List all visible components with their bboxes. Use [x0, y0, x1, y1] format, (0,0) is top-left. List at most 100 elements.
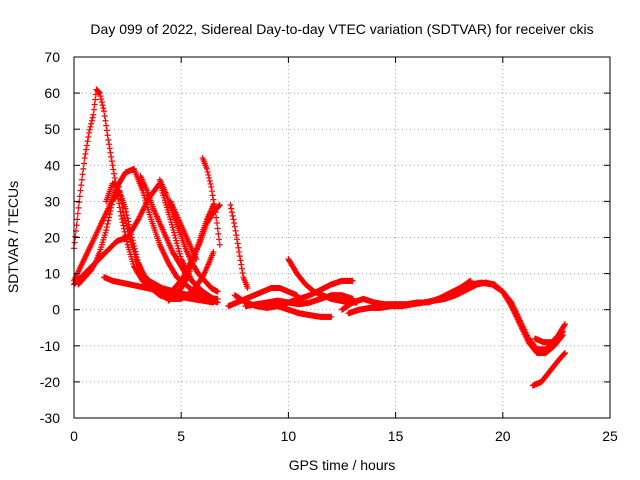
data-point	[116, 188, 123, 195]
data-point	[349, 277, 356, 284]
data-point	[79, 171, 86, 178]
data-point	[175, 245, 182, 252]
data-point	[213, 220, 220, 227]
data-point	[125, 228, 132, 235]
data-point	[82, 150, 89, 157]
data-point	[561, 350, 568, 357]
data-point	[78, 182, 85, 189]
data-point	[239, 269, 246, 276]
x-tick-label: 25	[602, 428, 618, 444]
data-point	[105, 217, 112, 224]
data-point	[211, 200, 218, 207]
data-point	[116, 183, 123, 190]
data-point	[214, 225, 221, 232]
data-point	[561, 321, 568, 328]
data-point	[122, 217, 129, 224]
data-point	[106, 145, 113, 152]
data-point	[207, 180, 214, 187]
data-point	[103, 227, 110, 234]
data-point	[74, 216, 81, 223]
data-point	[214, 288, 221, 295]
grid-lines	[74, 57, 610, 418]
data-point	[216, 236, 223, 243]
data-point	[117, 192, 124, 199]
data-point	[177, 253, 184, 260]
data-point	[97, 93, 104, 100]
data-point	[234, 240, 241, 247]
data-point	[111, 174, 118, 181]
data-point	[215, 230, 222, 237]
data-point	[230, 216, 237, 223]
data-point	[233, 232, 240, 239]
series-arc-23	[531, 321, 568, 346]
data-point	[168, 221, 175, 228]
y-tick-label: 0	[52, 302, 60, 318]
data-point	[116, 204, 123, 211]
data-point	[237, 257, 244, 264]
data-point	[105, 137, 112, 144]
data-point	[98, 99, 105, 106]
data-point	[76, 199, 83, 206]
data-point	[88, 117, 95, 124]
data-point	[124, 226, 131, 233]
data-point	[119, 205, 126, 212]
x-tick-label: 20	[495, 428, 511, 444]
x-tick-label: 10	[281, 428, 297, 444]
data-point	[167, 216, 174, 223]
data-point	[208, 188, 215, 195]
data-point	[109, 162, 116, 169]
data-point	[108, 153, 115, 160]
data-point	[123, 223, 130, 230]
data-point	[84, 138, 91, 145]
data-point	[116, 200, 123, 207]
data-point	[108, 158, 115, 165]
chart-title: Day 099 of 2022, Sidereal Day-to-day VTE…	[90, 21, 593, 37]
series-arc-18	[274, 303, 335, 320]
data-point	[171, 232, 178, 239]
data-point	[213, 214, 220, 221]
y-tick-label: 40	[44, 157, 60, 173]
data-point	[90, 106, 97, 113]
data-point	[91, 101, 98, 108]
data-point	[75, 204, 82, 211]
y-tick-label: -30	[40, 410, 60, 426]
data-point	[108, 201, 115, 208]
data-point	[206, 177, 213, 184]
data-point	[216, 202, 223, 209]
data-point	[117, 208, 124, 215]
series-arc-13	[227, 202, 251, 292]
data-point	[210, 202, 217, 209]
data-point	[216, 241, 223, 248]
data-point	[107, 208, 114, 215]
data-point	[228, 205, 235, 212]
data-point	[173, 237, 180, 244]
data-point	[238, 261, 245, 268]
data-point	[98, 96, 105, 103]
data-point	[176, 250, 183, 257]
data-point	[81, 155, 88, 162]
data-point	[208, 183, 215, 190]
series-arc-11	[167, 198, 200, 263]
data-point	[168, 219, 175, 226]
data-point	[206, 174, 213, 181]
data-point	[172, 234, 179, 241]
data-point	[328, 313, 335, 320]
data-point	[174, 242, 181, 249]
data-point	[91, 260, 98, 267]
data-point	[171, 229, 178, 236]
series-arc-12	[199, 155, 223, 248]
data-point	[110, 166, 117, 173]
data-points	[71, 86, 568, 389]
data-point	[120, 209, 127, 216]
series-arc-14	[225, 285, 300, 310]
data-point	[81, 160, 88, 167]
data-point	[231, 223, 238, 230]
data-point	[212, 209, 219, 216]
y-tick-label: 30	[44, 193, 60, 209]
data-point	[244, 285, 251, 292]
data-point	[210, 196, 217, 203]
data-point	[99, 102, 106, 109]
data-point	[228, 209, 235, 216]
data-point	[103, 224, 110, 231]
data-point	[170, 227, 177, 234]
